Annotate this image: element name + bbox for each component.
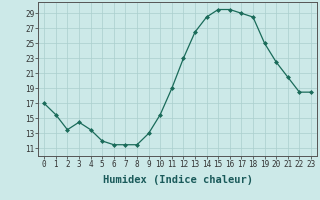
X-axis label: Humidex (Indice chaleur): Humidex (Indice chaleur) [103,175,252,185]
